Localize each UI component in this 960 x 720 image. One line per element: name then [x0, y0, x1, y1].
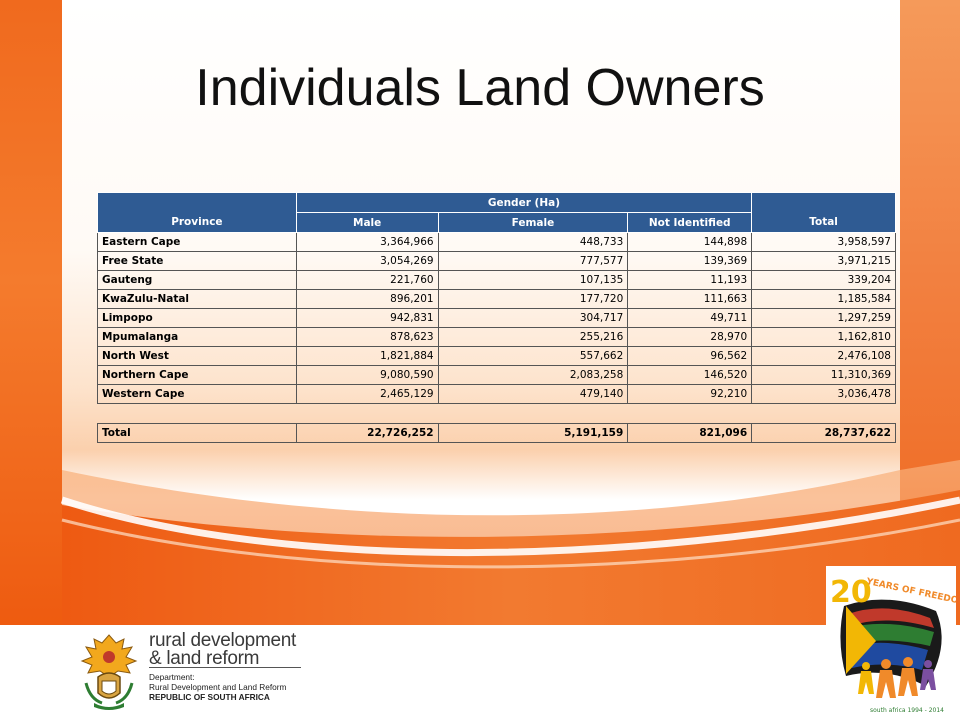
cell-province: North West: [97, 346, 297, 366]
table-row: Free State 3,054,269 777,577 139,369 3,9…: [97, 251, 896, 271]
cell-female: 107,135: [437, 270, 629, 290]
cell-not-identified: 144,898: [627, 232, 753, 252]
cell-female: 777,577: [437, 251, 629, 271]
cell-male: 896,201: [295, 289, 439, 309]
freedom-logo-graphic: 20 YEARS OF FREEDOM south africa 1994 - …: [830, 575, 960, 714]
cell-total-label: Total: [97, 423, 297, 443]
table-row: Mpumalanga 878,623 255,216 28,970 1,162,…: [97, 327, 896, 347]
cell-total: 339,204: [751, 270, 896, 290]
cell-total: 1,297,259: [751, 308, 896, 328]
cell-province: Eastern Cape: [97, 232, 297, 252]
header-not-identified: Not Identified: [627, 212, 753, 233]
header-female: Female: [437, 212, 629, 233]
cell-total-not-identified: 821,096: [627, 423, 753, 443]
land-owners-table: Province Gender (Ha) Total Male Female N…: [97, 192, 896, 443]
cell-male: 942,831: [295, 308, 439, 328]
header-province: Province: [97, 192, 297, 233]
twenty-years-of-freedom-logo: 20 YEARS OF FREEDOM south africa 1994 - …: [826, 566, 960, 716]
cell-female: 177,720: [437, 289, 629, 309]
table-row: Western Cape 2,465,129 479,140 92,210 3,…: [97, 384, 896, 404]
cell-male: 2,465,129: [295, 384, 439, 404]
cell-province: Northern Cape: [97, 365, 297, 385]
left-orange-band: [0, 0, 62, 625]
cell-province: Western Cape: [97, 384, 297, 404]
cell-not-identified: 11,193: [627, 270, 753, 290]
table-row: Northern Cape 9,080,590 2,083,258 146,52…: [97, 365, 896, 385]
table-row: KwaZulu-Natal 896,201 177,720 111,663 1,…: [97, 289, 896, 309]
cell-female: 479,140: [437, 384, 629, 404]
wordmark-line-1: rural development: [149, 630, 296, 651]
cell-not-identified: 49,711: [627, 308, 753, 328]
cell-male: 1,821,884: [295, 346, 439, 366]
cell-male: 221,760: [295, 270, 439, 290]
cell-not-identified: 146,520: [627, 365, 753, 385]
table-total-row: Total 22,726,252 5,191,159 821,096 28,73…: [97, 423, 896, 443]
cell-total: 11,310,369: [751, 365, 896, 385]
cell-total: 1,185,584: [751, 289, 896, 309]
cell-not-identified: 139,369: [627, 251, 753, 271]
wordmark-line-2: & land reform: [149, 648, 260, 669]
people-figures-icon: [876, 657, 918, 698]
cell-not-identified: 111,663: [627, 289, 753, 309]
table-row: Limpopo 942,831 304,717 49,711 1,297,259: [97, 308, 896, 328]
cell-total: 3,971,215: [751, 251, 896, 271]
header-male: Male: [295, 212, 439, 233]
coat-of-arms-icon: [80, 634, 138, 710]
table-row: Gauteng 221,760 107,135 11,193 339,204: [97, 270, 896, 290]
table-spacer-row: [98, 404, 896, 424]
orange-swoosh-decoration: [60, 460, 960, 625]
department-label: Department:: [149, 672, 195, 682]
cell-total-female: 5,191,159: [437, 423, 629, 443]
cell-grand-total: 28,737,622: [751, 423, 896, 443]
department-name: Rural Development and Land Reform: [149, 682, 287, 692]
slide-title: Individuals Land Owners: [195, 59, 765, 117]
freedom-subtext: south africa 1994 - 2014: [870, 707, 944, 714]
cell-male: 9,080,590: [295, 365, 439, 385]
cell-total: 3,036,478: [751, 384, 896, 404]
country-name: REPUBLIC OF SOUTH AFRICA: [149, 692, 270, 702]
cell-female: 304,717: [437, 308, 629, 328]
cell-total: 3,958,597: [751, 232, 896, 252]
cell-total: 2,476,108: [751, 346, 896, 366]
department-details: Department: Rural Development and Land R…: [149, 672, 286, 702]
cell-total-male: 22,726,252: [295, 423, 439, 443]
header-total: Total: [751, 192, 896, 233]
footer: [0, 625, 960, 720]
footer-divider: [149, 667, 301, 668]
cell-female: 255,216: [437, 327, 629, 347]
freedom-number: 20: [830, 575, 872, 610]
cell-province: KwaZulu-Natal: [97, 289, 297, 309]
department-wordmark: rural development & land reform: [149, 630, 296, 669]
cell-male: 878,623: [295, 327, 439, 347]
cell-not-identified: 28,970: [627, 327, 753, 347]
cell-province: Gauteng: [97, 270, 297, 290]
cell-total: 1,162,810: [751, 327, 896, 347]
cell-female: 2,083,258: [437, 365, 629, 385]
cell-not-identified: 92,210: [627, 384, 753, 404]
cell-male: 3,364,966: [295, 232, 439, 252]
cell-female: 448,733: [437, 232, 629, 252]
cell-province: Free State: [97, 251, 297, 271]
cell-male: 3,054,269: [295, 251, 439, 271]
table-row: Eastern Cape 3,364,966 448,733 144,898 3…: [97, 232, 896, 252]
cell-province: Limpopo: [97, 308, 297, 328]
cell-female: 557,662: [437, 346, 629, 366]
header-gender: Gender (Ha): [295, 192, 753, 213]
cell-not-identified: 96,562: [627, 346, 753, 366]
cell-province: Mpumalanga: [97, 327, 297, 347]
table-row: North West 1,821,884 557,662 96,562 2,47…: [97, 346, 896, 366]
